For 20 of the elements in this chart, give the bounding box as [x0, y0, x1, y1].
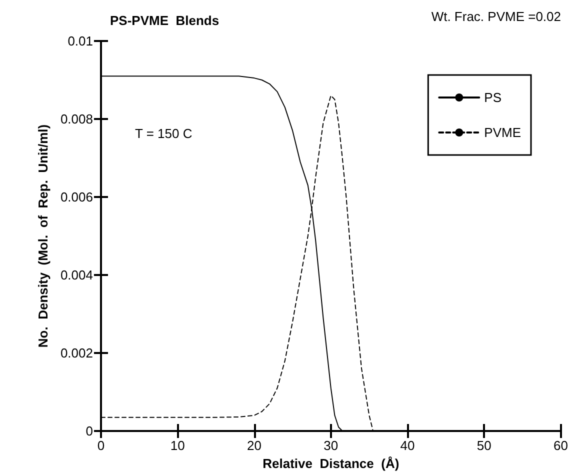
chart-title: PS-PVME Blends: [110, 13, 220, 28]
annotation: T = 150 C: [135, 126, 192, 141]
y-tick-label: 0.01: [68, 34, 93, 48]
x-tick-label: 30: [324, 438, 338, 453]
text: Wt. Frac. PVME =0.02: [431, 9, 562, 24]
x-tick-label: 60: [554, 438, 568, 453]
legend-label: PVME: [484, 125, 522, 140]
x-axis-title: Relative Distance (Å): [262, 456, 400, 471]
y-tick-label: 0.004: [60, 268, 93, 282]
x-tick-label: 10: [170, 438, 185, 453]
y-tick-label: 0.002: [60, 346, 93, 360]
x-tick-label: 0: [97, 438, 105, 453]
y-tick-label: 0.008: [60, 112, 93, 126]
x-tick-label: 40: [400, 438, 415, 453]
y-tick-label: 0.006: [60, 190, 93, 204]
y-axis-title: No. Density (Mol. of Rep. Unit/ml): [36, 124, 51, 348]
legend-label: PS: [484, 90, 502, 105]
x-tick-label: 50: [476, 438, 492, 453]
y-tick-label: 0: [86, 424, 93, 438]
x-tick-label: 20: [247, 438, 262, 453]
